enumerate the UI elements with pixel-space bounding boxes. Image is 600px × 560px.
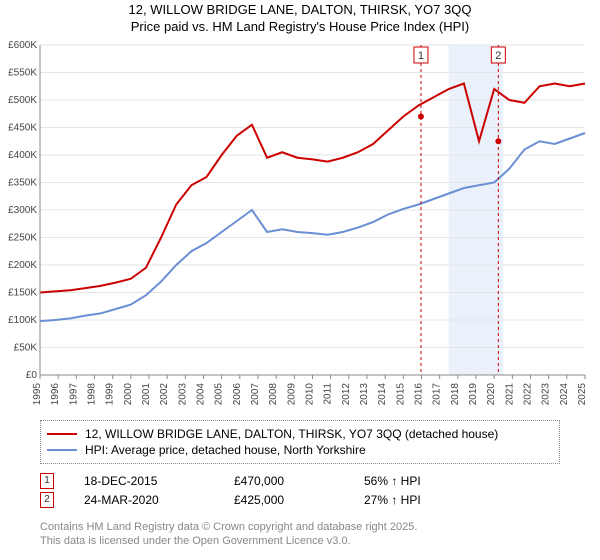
svg-text:£150K: £150K	[8, 288, 37, 299]
legend-item: HPI: Average price, detached house, Nort…	[47, 443, 553, 457]
svg-text:£300K: £300K	[8, 205, 37, 216]
svg-text:1996: 1996	[50, 383, 61, 406]
svg-text:2012: 2012	[341, 383, 352, 406]
svg-text:2005: 2005	[214, 383, 225, 406]
title-line1: 12, WILLOW BRIDGE LANE, DALTON, THIRSK, …	[129, 2, 472, 17]
svg-text:£500K: £500K	[8, 95, 37, 106]
svg-text:1997: 1997	[68, 383, 79, 406]
title-line2: Price paid vs. HM Land Registry's House …	[131, 19, 469, 34]
footer: Contains HM Land Registry data © Crown c…	[40, 520, 417, 549]
sale-marker: 1	[40, 473, 54, 489]
sale-marker: 2	[40, 492, 54, 508]
svg-text:£200K: £200K	[8, 260, 37, 271]
svg-text:2014: 2014	[377, 383, 388, 406]
legend-label: 12, WILLOW BRIDGE LANE, DALTON, THIRSK, …	[85, 427, 498, 441]
svg-text:2013: 2013	[359, 383, 370, 406]
footer-line1: Contains HM Land Registry data © Crown c…	[40, 521, 417, 533]
sale-date: 18-DEC-2015	[84, 474, 204, 488]
svg-text:2002: 2002	[159, 383, 170, 406]
svg-text:2010: 2010	[305, 383, 316, 406]
legend-label: HPI: Average price, detached house, Nort…	[85, 443, 366, 457]
svg-text:2015: 2015	[395, 383, 406, 406]
svg-text:2019: 2019	[468, 383, 479, 406]
svg-text:£100K: £100K	[8, 315, 37, 326]
svg-text:2006: 2006	[232, 383, 243, 406]
svg-text:£0: £0	[26, 370, 38, 381]
svg-text:£50K: £50K	[14, 343, 38, 354]
legend-item: 12, WILLOW BRIDGE LANE, DALTON, THIRSK, …	[47, 427, 553, 441]
chart-title: 12, WILLOW BRIDGE LANE, DALTON, THIRSK, …	[0, 0, 600, 36]
legend: 12, WILLOW BRIDGE LANE, DALTON, THIRSK, …	[40, 420, 560, 464]
svg-text:2008: 2008	[268, 383, 279, 406]
sale-date: 24-MAR-2020	[84, 493, 204, 507]
svg-text:£350K: £350K	[8, 178, 37, 189]
svg-text:2017: 2017	[432, 383, 443, 406]
sale-row: 1 18-DEC-2015 £470,000 56% ↑ HPI	[40, 473, 560, 489]
chart: £0 £50K £100K £150K £200K £250K £300K £350K £400…	[5, 40, 595, 410]
sale-change: 27% ↑ HPI	[364, 493, 421, 507]
svg-text:2009: 2009	[286, 383, 297, 406]
svg-text:2007: 2007	[250, 383, 261, 406]
svg-text:2022: 2022	[523, 383, 534, 406]
svg-text:1: 1	[418, 50, 424, 62]
legend-swatch	[47, 449, 77, 451]
svg-text:2024: 2024	[559, 383, 570, 406]
svg-text:2001: 2001	[141, 383, 152, 406]
svg-text:2: 2	[495, 50, 501, 62]
sales-table: 1 18-DEC-2015 £470,000 56% ↑ HPI 2 24-MAR-202…	[40, 470, 560, 511]
svg-text:1995: 1995	[32, 383, 43, 406]
sale-row: 2 24-MAR-2020 £425,000 27% ↑ HPI	[40, 492, 560, 508]
svg-text:2000: 2000	[123, 383, 134, 406]
footer-line2: This data is licensed under the Open Gov…	[40, 535, 351, 547]
svg-text:2011: 2011	[323, 383, 334, 405]
svg-text:1998: 1998	[87, 383, 98, 406]
sale-price: £425,000	[234, 493, 334, 507]
sale-change: 56% ↑ HPI	[364, 474, 421, 488]
legend-swatch	[47, 433, 77, 435]
svg-text:£600K: £600K	[8, 40, 37, 51]
svg-text:£450K: £450K	[8, 123, 37, 134]
svg-text:2003: 2003	[177, 383, 188, 406]
svg-text:2018: 2018	[450, 383, 461, 406]
svg-text:2021: 2021	[504, 383, 515, 406]
svg-text:1999: 1999	[105, 383, 116, 406]
svg-text:£250K: £250K	[8, 233, 37, 244]
svg-text:2004: 2004	[196, 383, 207, 406]
svg-text:£550K: £550K	[8, 68, 37, 79]
svg-text:2016: 2016	[414, 383, 425, 406]
svg-text:2020: 2020	[486, 383, 497, 406]
svg-text:2023: 2023	[541, 383, 552, 406]
svg-text:£400K: £400K	[8, 150, 37, 161]
sale-price: £470,000	[234, 474, 334, 488]
svg-text:2025: 2025	[577, 383, 588, 406]
